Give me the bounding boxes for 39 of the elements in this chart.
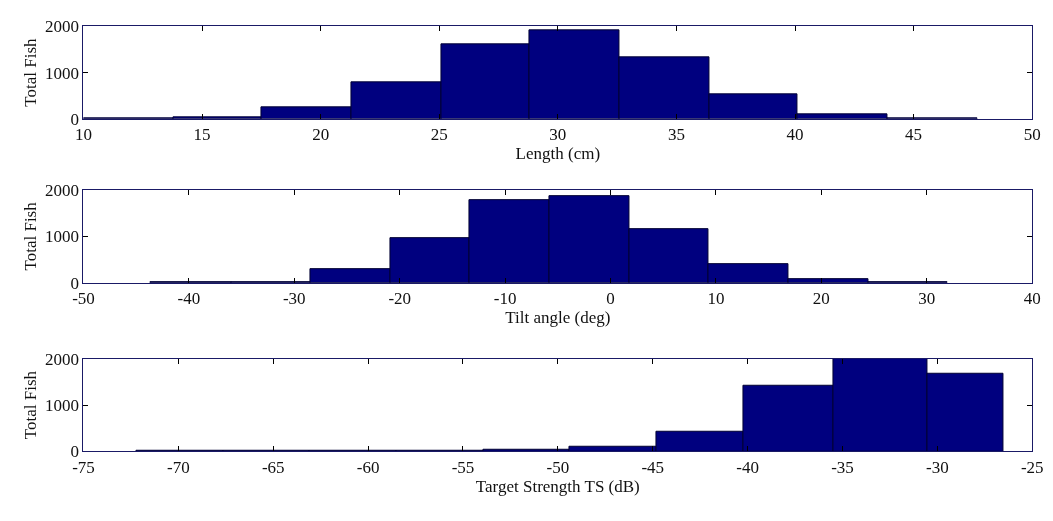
x-tick-label: -40 — [177, 289, 201, 309]
x-tick-label: -65 — [261, 457, 285, 477]
x-tick-label: -20 — [388, 289, 412, 309]
x-tick-label: -70 — [167, 457, 190, 477]
y-tick-label: 1000 — [45, 227, 80, 247]
x-tick-label: 0 — [606, 289, 615, 309]
x-tick-label: -35 — [831, 457, 854, 477]
x-tick-label: -25 — [1020, 457, 1044, 477]
x-axis-title: Target Strength TS (dB) — [475, 476, 640, 496]
x-tick-label: 10 — [707, 289, 725, 309]
x-axis-title: Tilt angle (deg) — [505, 308, 611, 328]
x-tick-label: -50 — [546, 457, 570, 477]
y-axis-title: Total Fish — [20, 370, 40, 440]
x-tick-label: 30 — [549, 125, 567, 145]
x-tick-label: 30 — [918, 289, 936, 309]
y-axis-title: Total Fish — [20, 37, 40, 107]
x-tick-label: 15 — [193, 125, 211, 145]
x-tick-label: 20 — [312, 125, 330, 145]
x-tick-label: -60 — [356, 457, 380, 477]
x-tick-label: -30 — [926, 457, 949, 477]
y-tick-label: 2000 — [45, 349, 80, 369]
x-tick-label: -55 — [451, 457, 475, 477]
y-tick-label: 2000 — [45, 17, 80, 37]
x-tick-label: -40 — [736, 457, 759, 477]
x-tick-label: -30 — [282, 289, 306, 309]
x-tick-label: 35 — [667, 125, 685, 145]
x-tick-label: -45 — [641, 457, 665, 477]
y-tick-label: 1000 — [45, 395, 80, 415]
x-tick-label: 50 — [1023, 125, 1041, 145]
x-tick-label: -10 — [493, 289, 517, 309]
x-tick-label: 40 — [786, 125, 804, 145]
x-tick-label: 40 — [1023, 289, 1041, 309]
y-tick-label: 1000 — [45, 63, 80, 83]
x-tick-label: 20 — [812, 289, 830, 309]
y-axis-title: Total Fish — [20, 201, 40, 271]
y-tick-label: 2000 — [45, 181, 80, 201]
x-axis-title: Length (cm) — [515, 144, 601, 164]
x-tick-label: 25 — [430, 125, 448, 145]
x-tick-label: 45 — [905, 125, 923, 145]
